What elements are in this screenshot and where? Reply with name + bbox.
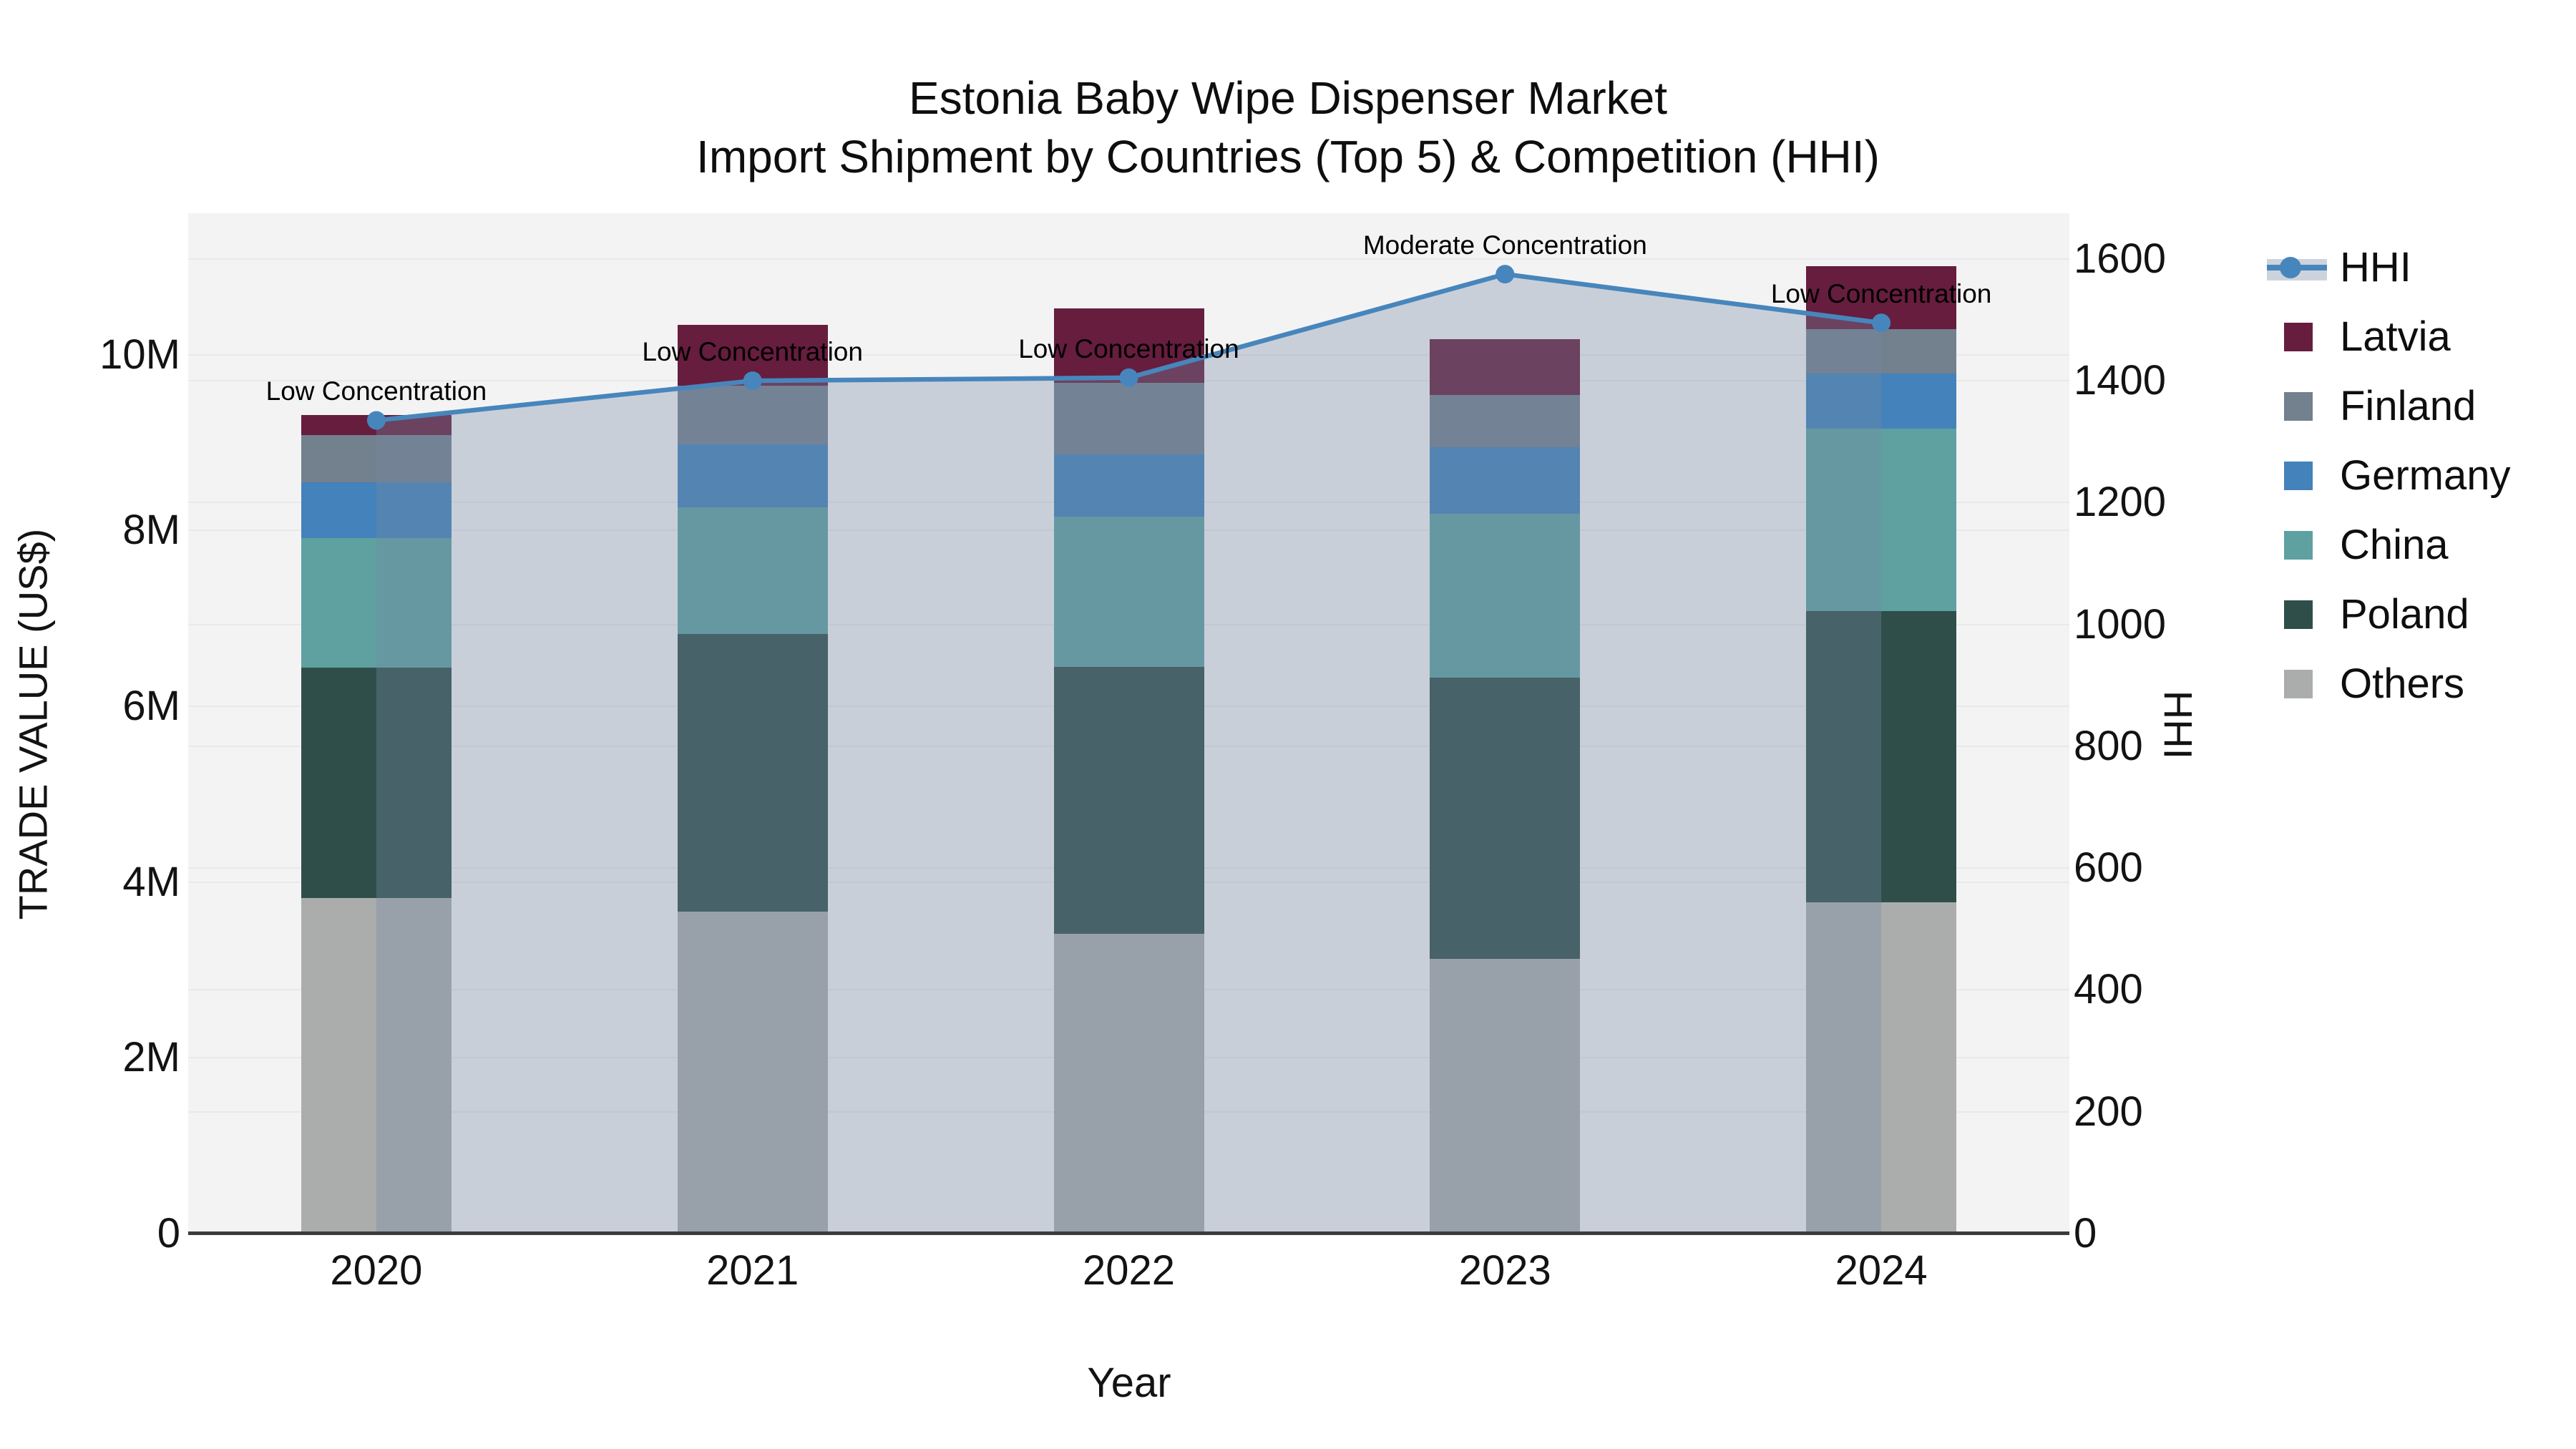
y2-tick-800: 800 — [2074, 722, 2143, 769]
annotation-2022: Low Concentration — [1018, 333, 1239, 364]
finland-swatch — [2284, 391, 2313, 421]
bar-segment-finland-2023[interactable] — [1430, 395, 1581, 447]
chart-title: Estonia Baby Wipe Dispenser Market Impor… — [0, 69, 2576, 186]
bar-segment-china-2021[interactable] — [677, 507, 828, 635]
bar-segment-poland-2024[interactable] — [1806, 611, 1957, 902]
bar-segment-germany-2024[interactable] — [1806, 373, 1957, 429]
annotation-2021: Low Concentration — [642, 337, 863, 367]
hhi-marker-2024[interactable] — [1872, 313, 1891, 333]
poland-color-swatch-icon — [2267, 597, 2330, 632]
china-color-swatch-icon — [2267, 528, 2330, 562]
hhi-marker-2021[interactable] — [743, 371, 762, 391]
x-tick-2024: 2024 — [1835, 1247, 1928, 1294]
legend-item-poland[interactable]: Poland — [2267, 580, 2511, 649]
x-tick-2021: 2021 — [706, 1247, 799, 1294]
plot-area — [188, 213, 2069, 1234]
x-tick-2022: 2022 — [1082, 1247, 1176, 1294]
legend: HHI Latvia Finland Germany China Poland Others — [2267, 233, 2511, 718]
annotation-2024: Low Concentration — [1770, 279, 1992, 309]
legend-item-hhi[interactable]: HHI — [2267, 233, 2511, 302]
y2-tick-1000: 1000 — [2074, 600, 2167, 648]
bar-segment-china-2020[interactable] — [301, 538, 452, 668]
bar-segment-poland-2020[interactable] — [301, 668, 452, 898]
hhi-marker-2020[interactable] — [366, 411, 386, 430]
y2-tick-400: 400 — [2074, 966, 2143, 1013]
bar-segment-germany-2022[interactable] — [1053, 454, 1204, 517]
hhi-line-layer — [366, 265, 1891, 1234]
y2-tick-1200: 1200 — [2074, 479, 2167, 526]
others-swatch — [2284, 669, 2313, 698]
bar-segment-finland-2021[interactable] — [677, 385, 828, 445]
annotation-2020: Low Concentration — [265, 376, 487, 406]
y-tick-6M: 6M — [122, 683, 180, 730]
latvia-color-swatch-icon — [2267, 320, 2330, 354]
legend-item-china[interactable]: China — [2267, 510, 2511, 580]
bar-segment-finland-2020[interactable] — [301, 434, 452, 482]
gridline-y2-1600 — [188, 258, 2069, 260]
latvia-swatch — [2284, 322, 2313, 351]
germany-swatch — [2284, 461, 2313, 490]
y2-tick-0: 0 — [2074, 1210, 2097, 1257]
hhi-line-swatch-icon — [2267, 250, 2330, 285]
x-axis-title: Year — [1087, 1360, 1171, 1406]
bar-segment-germany-2020[interactable] — [301, 482, 452, 539]
x-tick-2023: 2023 — [1458, 1247, 1551, 1294]
bar-segment-others-2020[interactable] — [301, 897, 452, 1234]
bar-segment-others-2023[interactable] — [1430, 958, 1581, 1234]
germany-color-swatch-icon — [2267, 459, 2330, 493]
x-tick-2020: 2020 — [330, 1247, 423, 1294]
y2-tick-200: 200 — [2074, 1088, 2143, 1135]
legend-label-latvia: Latvia — [2340, 313, 2451, 360]
y2-tick-600: 600 — [2074, 844, 2143, 892]
y-tick-0: 0 — [157, 1210, 180, 1257]
y2-tick-1400: 1400 — [2074, 357, 2167, 404]
bar-segment-others-2021[interactable] — [677, 912, 828, 1234]
bar-segment-germany-2023[interactable] — [1430, 447, 1581, 514]
y2-tick-1600: 1600 — [2074, 235, 2167, 282]
x-axis-line — [188, 1231, 2069, 1235]
hhi-marker-2022[interactable] — [1119, 368, 1138, 387]
y-tick-10M: 10M — [99, 331, 180, 378]
bar-segment-poland-2023[interactable] — [1430, 677, 1581, 959]
y-tick-8M: 8M — [122, 507, 180, 554]
china-swatch — [2284, 530, 2313, 560]
y2-axis-title: HHI — [2155, 690, 2201, 760]
legend-item-finland[interactable]: Finland — [2267, 371, 2511, 441]
hhi-area-fill — [376, 274, 1882, 1234]
chart-title-line1: Estonia Baby Wipe Dispenser Market — [909, 72, 1667, 124]
bar-segment-china-2024[interactable] — [1806, 428, 1957, 612]
legend-label-others: Others — [2340, 660, 2465, 707]
legend-label-poland: Poland — [2340, 591, 2469, 638]
legend-label-germany: Germany — [2340, 452, 2511, 499]
bar-segment-china-2022[interactable] — [1053, 516, 1204, 667]
legend-label-china: China — [2340, 522, 2449, 568]
hhi-marker-2023[interactable] — [1496, 265, 1515, 284]
bar-segment-others-2022[interactable] — [1053, 934, 1204, 1234]
bar-segment-china-2023[interactable] — [1430, 514, 1581, 678]
finland-color-swatch-icon — [2267, 389, 2330, 424]
bar-segment-latvia-2023[interactable] — [1430, 338, 1581, 396]
legend-label-hhi: HHI — [2340, 244, 2411, 291]
hhi-marker-dot-icon — [2280, 256, 2301, 278]
bar-segment-finland-2022[interactable] — [1053, 383, 1204, 454]
legend-item-germany[interactable]: Germany — [2267, 441, 2511, 510]
bar-segment-poland-2021[interactable] — [677, 634, 828, 912]
bar-segment-finland-2024[interactable] — [1806, 329, 1957, 374]
legend-item-latvia[interactable]: Latvia — [2267, 302, 2511, 371]
y-tick-2M: 2M — [122, 1034, 180, 1081]
others-color-swatch-icon — [2267, 667, 2330, 701]
bar-segment-poland-2022[interactable] — [1053, 666, 1204, 935]
chart-title-line2: Import Shipment by Countries (Top 5) & C… — [696, 131, 1880, 182]
bar-segment-germany-2021[interactable] — [677, 444, 828, 508]
annotation-2023: Moderate Concentration — [1362, 230, 1647, 260]
y-axis-title: TRADE VALUE (US$) — [10, 528, 56, 920]
legend-label-finland: Finland — [2340, 383, 2477, 429]
bar-segment-others-2024[interactable] — [1806, 902, 1957, 1234]
legend-item-others[interactable]: Others — [2267, 649, 2511, 718]
y-tick-4M: 4M — [122, 858, 180, 905]
poland-swatch — [2284, 600, 2313, 629]
